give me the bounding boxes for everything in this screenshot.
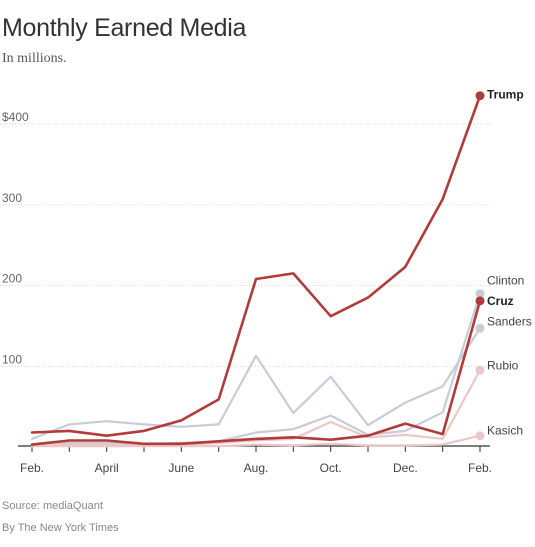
y-tick-label: 200 bbox=[2, 272, 22, 286]
x-tick-label: April bbox=[95, 461, 119, 475]
source-note: Source: mediaQuant bbox=[2, 500, 103, 512]
series-line-kasich bbox=[30, 434, 482, 448]
x-tick-label: Feb. bbox=[468, 461, 492, 475]
gridlines: $400 300 200 100 bbox=[0, 110, 490, 367]
x-tick-label: Aug. bbox=[244, 461, 269, 475]
series-line-sanders bbox=[30, 327, 482, 440]
x-tick-label: Oct. bbox=[320, 461, 342, 475]
series-line-cruz bbox=[30, 299, 482, 446]
series-label-kasich: Kasich bbox=[487, 424, 523, 438]
series-end-labels: Sanders Clinton Kasich Rubio Cruz Trump bbox=[487, 88, 532, 438]
series-endpoint-sanders bbox=[475, 323, 485, 333]
chart-title: Monthly Earned Media bbox=[2, 14, 247, 42]
x-tick-label: June bbox=[168, 461, 194, 475]
series-endpoint-rubio bbox=[475, 365, 485, 375]
x-tick-label: Feb. bbox=[20, 461, 44, 475]
series-label-clinton: Clinton bbox=[487, 274, 524, 288]
series-label-cruz: Cruz bbox=[487, 294, 514, 308]
x-tick-label: Dec. bbox=[393, 461, 418, 475]
series-endpoint-cruz bbox=[475, 296, 485, 306]
series-endpoint-kasich bbox=[475, 431, 485, 441]
x-axis: Feb. April June Aug. Oct. Dec. Feb. bbox=[18, 445, 492, 475]
series-endpoint-trump bbox=[475, 91, 485, 101]
series-label-rubio: Rubio bbox=[487, 358, 519, 372]
series-lines bbox=[30, 91, 485, 448]
chart-subtitle: In millions. bbox=[2, 51, 67, 66]
series-line-clinton bbox=[30, 292, 482, 446]
credit-note: By The New York Times bbox=[2, 522, 119, 534]
series-endpoint-clinton bbox=[475, 289, 485, 299]
series-label-trump: Trump bbox=[487, 88, 524, 102]
y-tick-label: $400 bbox=[2, 110, 29, 124]
y-tick-label: 100 bbox=[2, 352, 22, 366]
series-line-rubio bbox=[30, 369, 482, 447]
y-tick-label: 300 bbox=[2, 191, 22, 205]
series-line-trump bbox=[30, 94, 482, 438]
series-label-sanders: Sanders bbox=[487, 314, 532, 328]
